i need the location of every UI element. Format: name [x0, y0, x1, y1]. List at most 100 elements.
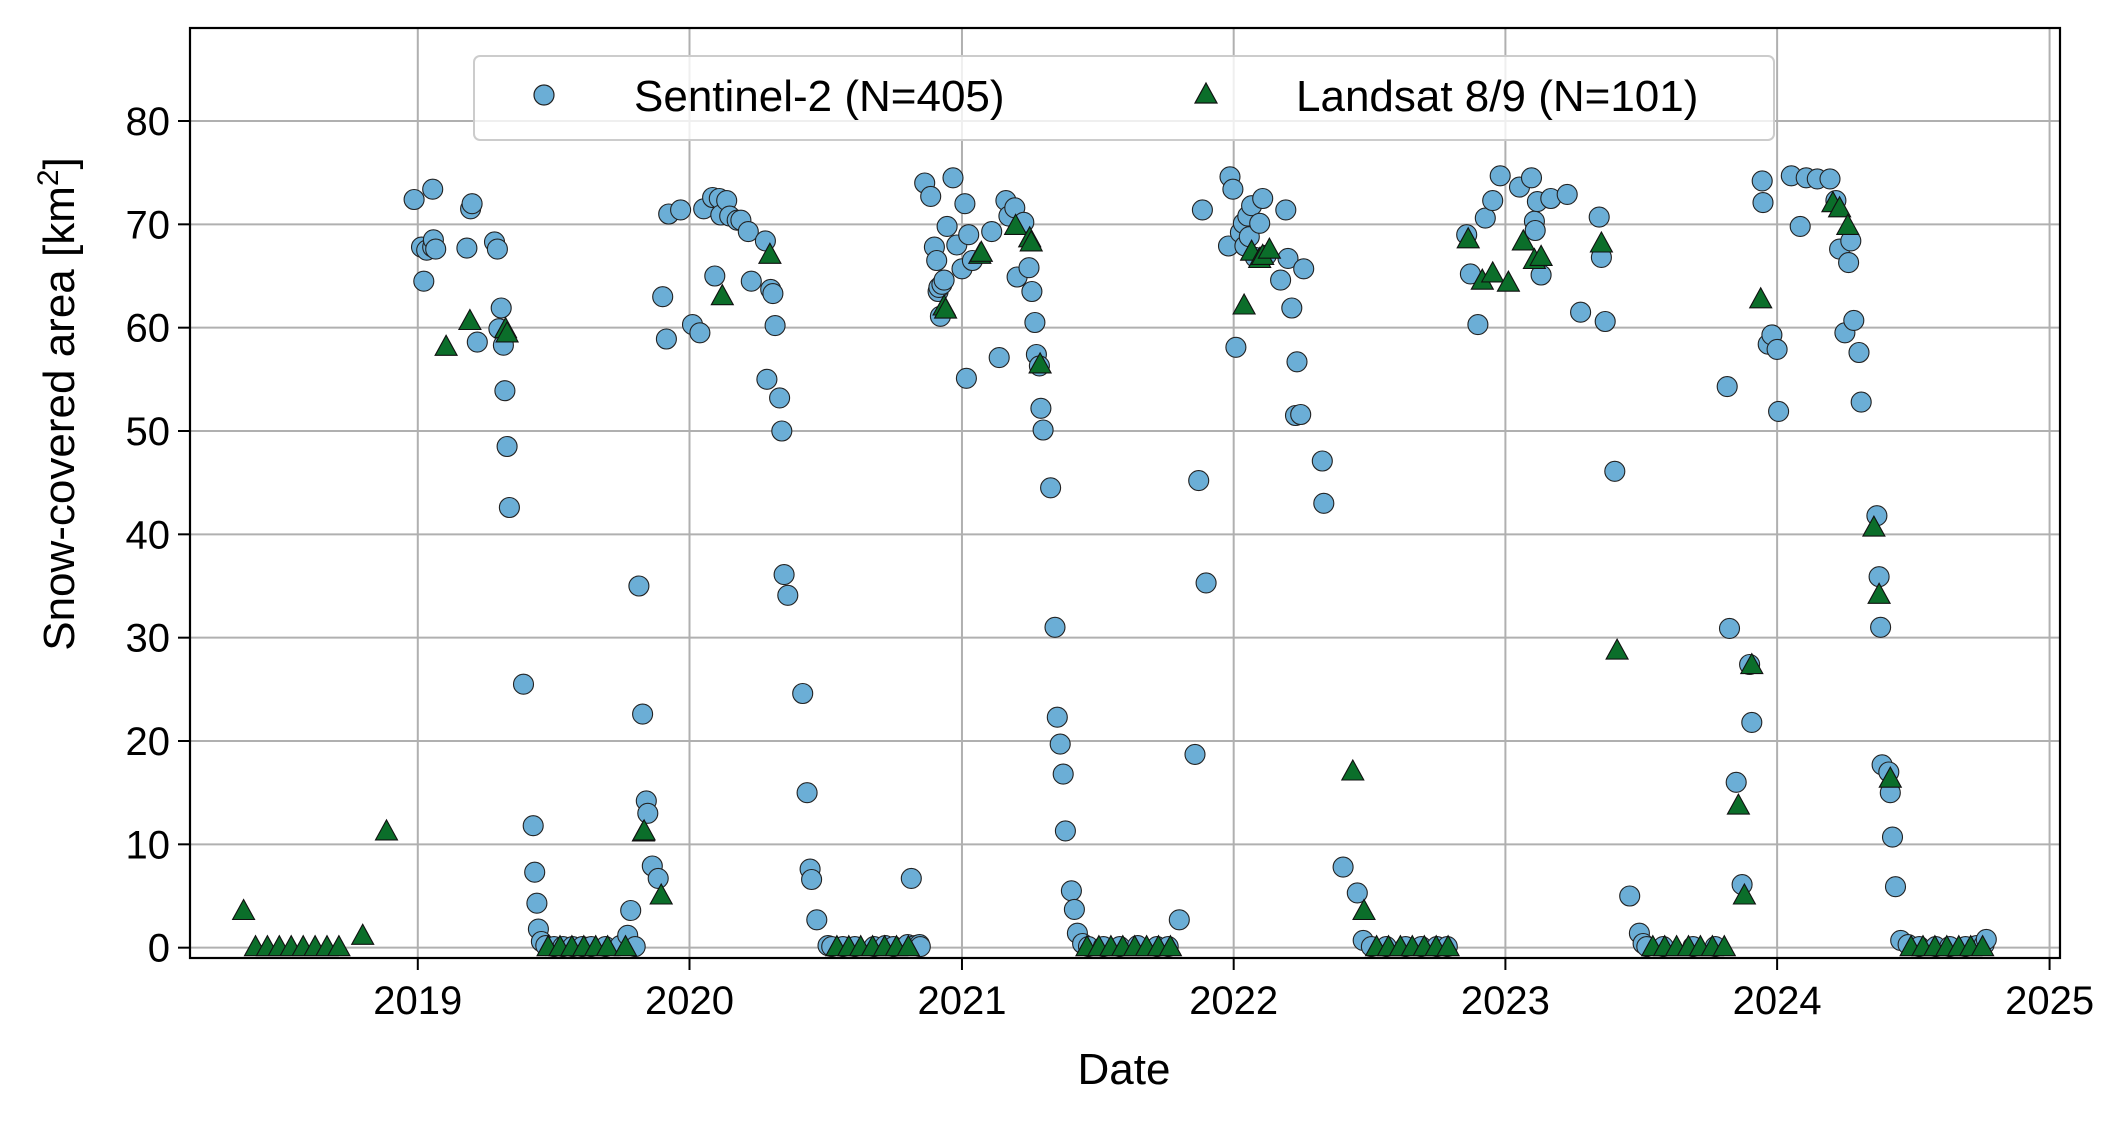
- y-axis-ticks: 0 10 20 30 40 50 60 70 80: [126, 100, 190, 971]
- sentinel-2-point: [512, 673, 535, 695]
- landsat-point: [757, 242, 782, 264]
- sentinel-2-point: [1313, 492, 1335, 514]
- sentinel-2-point: [655, 328, 677, 350]
- sentinel-2-point: [955, 367, 977, 389]
- sentinel-2-point: [1275, 199, 1297, 221]
- sentinel-2-point: [1252, 187, 1274, 210]
- landsat-point: [1158, 934, 1183, 957]
- legend-sentinel-2-marker: [533, 84, 555, 106]
- sentinel-2-point: [1032, 419, 1054, 441]
- sentinel-2-point: [526, 892, 548, 914]
- landsat-point: [1605, 637, 1630, 660]
- sentinel-2-point: [1346, 882, 1368, 904]
- sentinel-2-point: [958, 224, 980, 246]
- sentinel-2-point: [900, 867, 922, 889]
- sentinel-2-point: [740, 270, 762, 292]
- sentinel-2-point: [1281, 297, 1303, 319]
- sentinel-2-point: [456, 237, 478, 259]
- sentinel-2-point: [689, 322, 711, 344]
- sentinel-2-point: [1040, 477, 1062, 499]
- sentinel-2-point: [1752, 192, 1774, 214]
- landsat-point: [1712, 934, 1737, 957]
- sentinel-2-point: [1044, 616, 1066, 638]
- sentinel-2-point: [1052, 763, 1074, 785]
- y-tick-label: 0: [148, 927, 170, 971]
- y-axis-label-main: Snow-covered area [km: [35, 186, 84, 651]
- sentinel-2-point: [1168, 909, 1190, 931]
- landsat-point: [896, 934, 921, 957]
- sentinel-2-point: [1030, 397, 1052, 419]
- sentinel-2-point: [792, 682, 814, 705]
- sentinel-2-point: [670, 199, 692, 221]
- landsat-point: [613, 934, 638, 957]
- sentinel-2-point: [1843, 309, 1865, 331]
- landsat-point: [1867, 582, 1892, 604]
- sentinel-2-point: [1604, 460, 1626, 482]
- landsat-point: [1589, 230, 1614, 253]
- sentinel-2-point: [1060, 880, 1082, 902]
- sentinel-2-point: [1225, 336, 1247, 358]
- landsat-point: [1726, 792, 1751, 815]
- sentinel-2-point: [1716, 376, 1738, 398]
- sentinel-2-point: [1286, 351, 1308, 373]
- sentinel-2-point: [1619, 885, 1641, 907]
- sentinel-2-point: [796, 782, 818, 804]
- sentinel-2-point: [1725, 771, 1747, 793]
- sentinel-2-point: [777, 584, 799, 606]
- sentinel-2-point: [466, 331, 488, 353]
- sentinel-2-point: [773, 564, 795, 586]
- sentinel-2-point: [1848, 341, 1870, 364]
- sentinel-2-point: [1188, 470, 1210, 492]
- sentinel-2-point: [1870, 616, 1892, 638]
- y-axis-label: Snow-covered area [km2]: [32, 157, 85, 651]
- sentinel-2-point: [704, 265, 726, 287]
- legend-box: [473, 55, 1775, 141]
- landsat-point: [457, 308, 482, 331]
- sentinel-2-point: [1184, 743, 1206, 765]
- sentinel-2-point: [1819, 168, 1841, 190]
- y-tick-label: 10: [126, 823, 171, 867]
- sentinel-2-point: [1063, 898, 1085, 920]
- landsat-point: [350, 923, 375, 945]
- sentinel-2-point: [496, 435, 518, 458]
- sentinel-2-point: [1482, 190, 1504, 212]
- sentinel-2-point: [1789, 215, 1811, 237]
- sentinel-2-point: [494, 380, 516, 402]
- landsat-point: [1480, 260, 1505, 283]
- landsat-point: [1739, 652, 1764, 675]
- sentinel-2-point: [1290, 403, 1312, 426]
- sentinel-2-point: [413, 270, 435, 292]
- sentinel-2-point: [490, 297, 512, 319]
- landsat-point: [1732, 882, 1757, 905]
- landsat-point: [326, 934, 351, 957]
- landsat-point: [1878, 766, 1903, 788]
- sentinel-2-point: [403, 188, 425, 211]
- sentinel-2-point: [1024, 311, 1046, 334]
- legend: Sentinel-2 (N=405) Landsat 8/9 (N=101): [473, 55, 1775, 141]
- landsat-point: [1827, 195, 1852, 218]
- sentinel-2-point: [1766, 338, 1788, 360]
- y-tick-label: 60: [126, 307, 171, 351]
- sentinel-2-point: [1881, 826, 1904, 848]
- sentinel-2-point: [1046, 706, 1068, 728]
- sentinel-2-point: [933, 269, 955, 291]
- x-tick-label: 2024: [1733, 979, 1822, 1023]
- landsat-point: [1257, 237, 1282, 259]
- landsat-point: [1436, 934, 1461, 957]
- sentinel-2-point: [1021, 280, 1043, 303]
- sentinel-2-point: [632, 703, 654, 725]
- landsat-point: [1511, 228, 1536, 251]
- sentinel-2-point: [942, 167, 964, 189]
- sentinel-2-point: [1594, 310, 1616, 333]
- sentinel-2-point: [498, 496, 520, 519]
- landsat-point: [1003, 213, 1028, 235]
- sentinel-2-point: [926, 249, 948, 272]
- sentinel-2-point: [1249, 212, 1271, 234]
- sentinel-2-point: [1467, 314, 1489, 336]
- sentinel-2-point: [1293, 258, 1315, 280]
- sentinel-2-point: [1751, 170, 1773, 192]
- sentinel-2-point: [771, 420, 793, 442]
- sentinel-2-point: [1191, 199, 1213, 221]
- sentinel-2-point: [1049, 733, 1071, 755]
